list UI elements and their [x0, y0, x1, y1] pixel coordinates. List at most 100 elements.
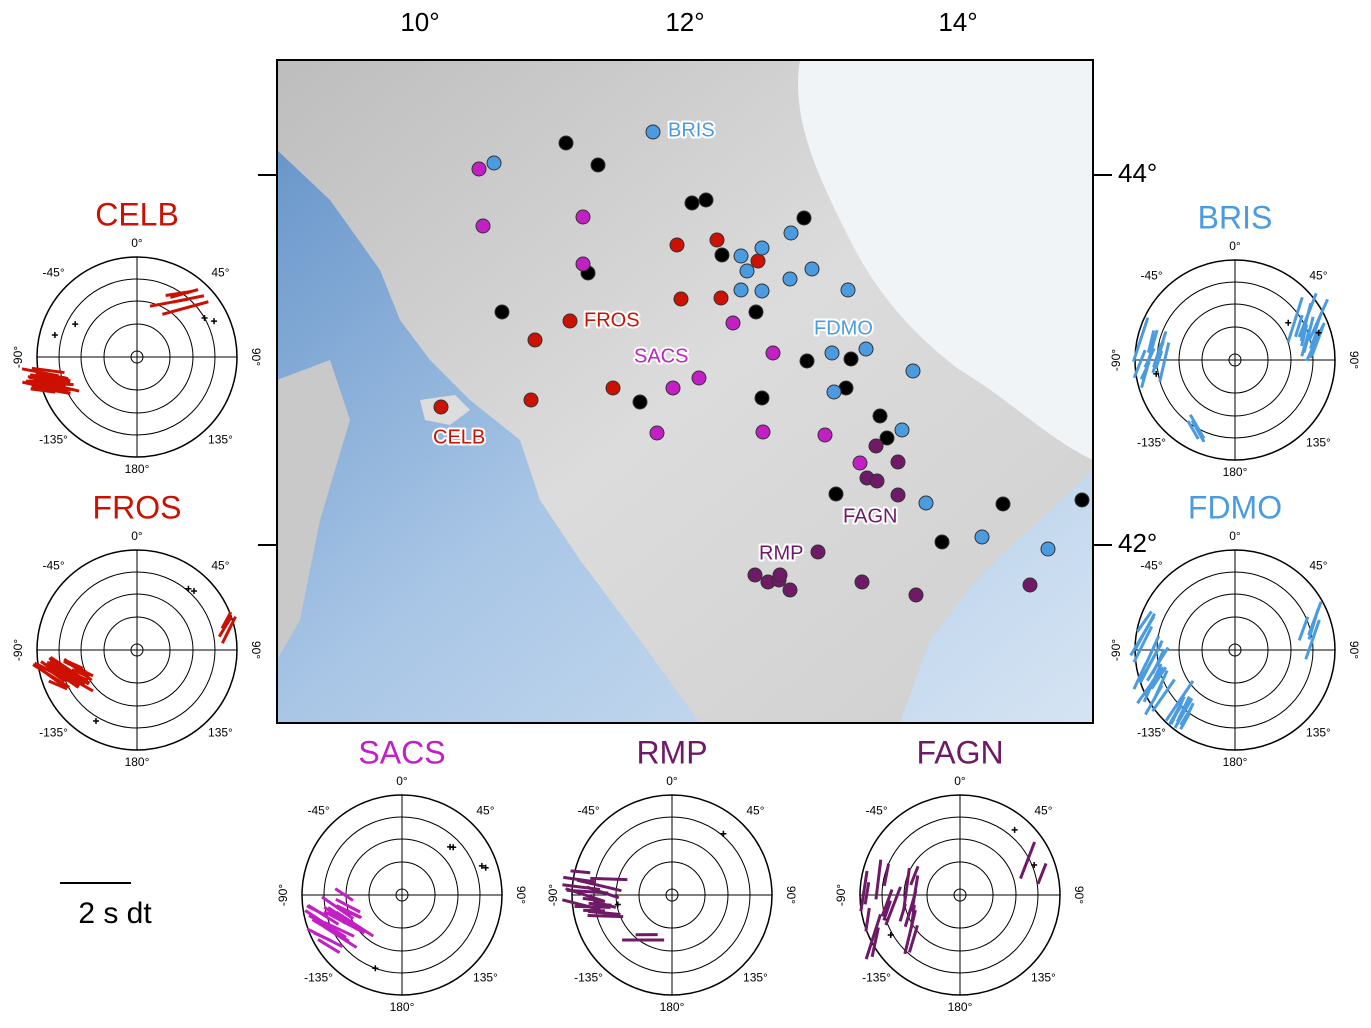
station-dot [855, 575, 869, 589]
split-segment [884, 864, 888, 886]
null-cross [211, 318, 217, 324]
polar-title: FROS [93, 489, 182, 525]
angle-label: -135° [304, 971, 333, 985]
angle-label: 0° [666, 774, 678, 788]
station-dot [699, 193, 713, 207]
station-dot [870, 474, 884, 488]
angle-label: -45° [42, 559, 64, 573]
station-dot [670, 238, 684, 252]
station-dot [714, 291, 728, 305]
station-dot [891, 488, 905, 502]
station-dot [844, 352, 858, 366]
angle-label: 0° [131, 529, 143, 543]
station-dot [674, 292, 688, 306]
station-dot [734, 283, 748, 297]
angle-label: -135° [574, 971, 603, 985]
station-dot [891, 455, 905, 469]
station-dot [633, 395, 647, 409]
station-label: RMP [759, 542, 803, 564]
angle-label: 180° [948, 1000, 973, 1014]
station-dot [606, 381, 620, 395]
station-dot [734, 249, 748, 263]
split-segment [590, 878, 627, 879]
angle-label: 135° [1306, 436, 1331, 450]
angle-label: 90° [784, 886, 798, 904]
angle-label: -135° [39, 433, 68, 447]
station-dot [576, 210, 590, 224]
station-dot [935, 535, 949, 549]
null-cross [720, 831, 726, 837]
split-segment [1038, 863, 1046, 883]
station-dot [563, 314, 577, 328]
x-axis-label: 10° [400, 7, 439, 37]
split-segment [571, 871, 591, 873]
split-segment [588, 915, 624, 916]
station-dot [906, 364, 920, 378]
angle-label: -45° [42, 266, 64, 280]
angle-label: -135° [862, 971, 891, 985]
station-dot [829, 487, 843, 501]
angle-label: -90° [11, 639, 25, 661]
station-dot [487, 156, 501, 170]
angle-label: -45° [865, 804, 887, 818]
angle-label: 180° [1223, 755, 1248, 769]
angle-label: -90° [276, 884, 290, 906]
station-dot [869, 439, 883, 453]
angle-label: 180° [125, 462, 150, 476]
angle-label: 45° [476, 804, 494, 818]
angle-label: 45° [1309, 559, 1327, 573]
station-dot [710, 233, 724, 247]
station-dot [827, 385, 841, 399]
station-dot [576, 257, 590, 271]
station-dot [773, 568, 787, 582]
null-cross [52, 332, 58, 338]
station-dot [751, 254, 765, 268]
null-cross [888, 932, 894, 938]
station-dot [559, 136, 573, 150]
split-segment [1020, 842, 1034, 879]
station-dot [818, 428, 832, 442]
angle-label: 90° [514, 886, 528, 904]
angle-label: 45° [211, 559, 229, 573]
station-dot [919, 496, 933, 510]
station-dot [1023, 578, 1037, 592]
angle-label: 90° [249, 348, 263, 366]
station-dot [841, 283, 855, 297]
angle-label: 135° [473, 971, 498, 985]
station-dot [715, 248, 729, 262]
angle-label: 0° [1229, 239, 1241, 253]
angle-label: -45° [1140, 559, 1162, 573]
angle-label: 135° [1031, 971, 1056, 985]
station-dot [755, 241, 769, 255]
null-cross [191, 588, 197, 594]
angle-label: -135° [1137, 436, 1166, 450]
station-dot [975, 530, 989, 544]
polar-title: RMP [636, 734, 707, 770]
angle-label: -45° [1140, 269, 1162, 283]
station-dot [528, 333, 542, 347]
angle-label: 180° [660, 1000, 685, 1014]
split-segment [150, 299, 188, 306]
angle-label: 135° [1306, 726, 1331, 740]
station-dot [524, 393, 538, 407]
station-dot [646, 125, 660, 139]
polar-title: BRIS [1198, 199, 1273, 235]
station-dot [434, 400, 448, 414]
angle-label: -90° [546, 884, 560, 906]
station-dot [756, 425, 770, 439]
angle-label: 90° [1347, 351, 1361, 369]
angle-label: 180° [1223, 465, 1248, 479]
y-axis-label: 42° [1118, 528, 1157, 558]
angle-label: 0° [954, 774, 966, 788]
station-label: FROS [584, 309, 640, 331]
x-axis-label: 14° [938, 7, 977, 37]
split-segment [314, 933, 331, 941]
angle-label: 180° [125, 755, 150, 769]
angle-label: -135° [39, 726, 68, 740]
null-cross [1285, 320, 1291, 326]
station-dot [853, 456, 867, 470]
null-cross [372, 965, 378, 971]
